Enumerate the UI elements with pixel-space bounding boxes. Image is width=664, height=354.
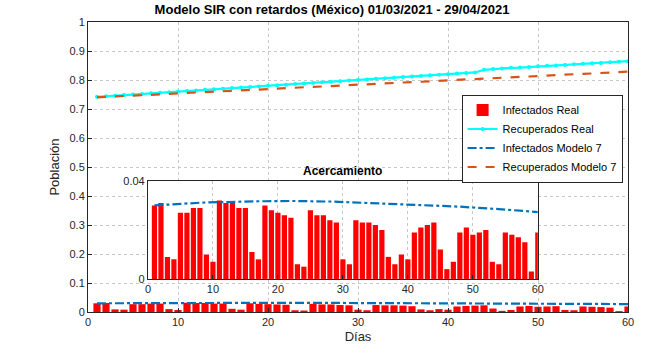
- svg-text:0.6: 0.6: [70, 132, 85, 144]
- svg-text:Infectados Real: Infectados Real: [503, 104, 579, 116]
- svg-text:30: 30: [352, 316, 364, 328]
- svg-text:40: 40: [442, 316, 454, 328]
- svg-text:50: 50: [467, 283, 479, 295]
- svg-text:Infectados Modelo 7: Infectados Modelo 7: [503, 142, 602, 154]
- svg-text:60: 60: [532, 283, 544, 295]
- svg-text:0: 0: [85, 316, 91, 328]
- svg-text:20: 20: [262, 316, 274, 328]
- svg-text:10: 10: [172, 316, 184, 328]
- svg-text:0.9: 0.9: [70, 45, 85, 57]
- svg-text:0.04: 0.04: [123, 175, 144, 187]
- svg-text:0.3: 0.3: [70, 219, 85, 231]
- svg-text:Acercamiento: Acercamiento: [303, 164, 382, 178]
- svg-text:40: 40: [402, 283, 414, 295]
- svg-text:Recuperados Modelo 7: Recuperados Modelo 7: [503, 161, 617, 173]
- svg-text:0.4: 0.4: [70, 190, 85, 202]
- svg-text:50: 50: [532, 316, 544, 328]
- svg-text:0.7: 0.7: [70, 103, 85, 115]
- svg-text:Modelo SIR con retardos (Méxic: Modelo SIR con retardos (México) 01/03/2…: [155, 2, 510, 17]
- svg-text:30: 30: [337, 283, 349, 295]
- svg-text:Recuperados Real: Recuperados Real: [503, 123, 594, 135]
- svg-text:0.1: 0.1: [70, 277, 85, 289]
- svg-text:0.5: 0.5: [70, 161, 85, 173]
- svg-text:60: 60: [622, 316, 634, 328]
- svg-text:Población: Población: [47, 138, 62, 195]
- svg-text:20: 20: [272, 283, 284, 295]
- svg-text:10: 10: [207, 283, 219, 295]
- svg-text:0: 0: [79, 306, 85, 318]
- svg-text:Días: Días: [345, 329, 372, 344]
- svg-text:0: 0: [139, 273, 145, 285]
- svg-text:0.8: 0.8: [70, 74, 85, 86]
- svg-text:1: 1: [79, 16, 85, 28]
- svg-text:0: 0: [145, 283, 151, 295]
- svg-text:0.2: 0.2: [70, 248, 85, 260]
